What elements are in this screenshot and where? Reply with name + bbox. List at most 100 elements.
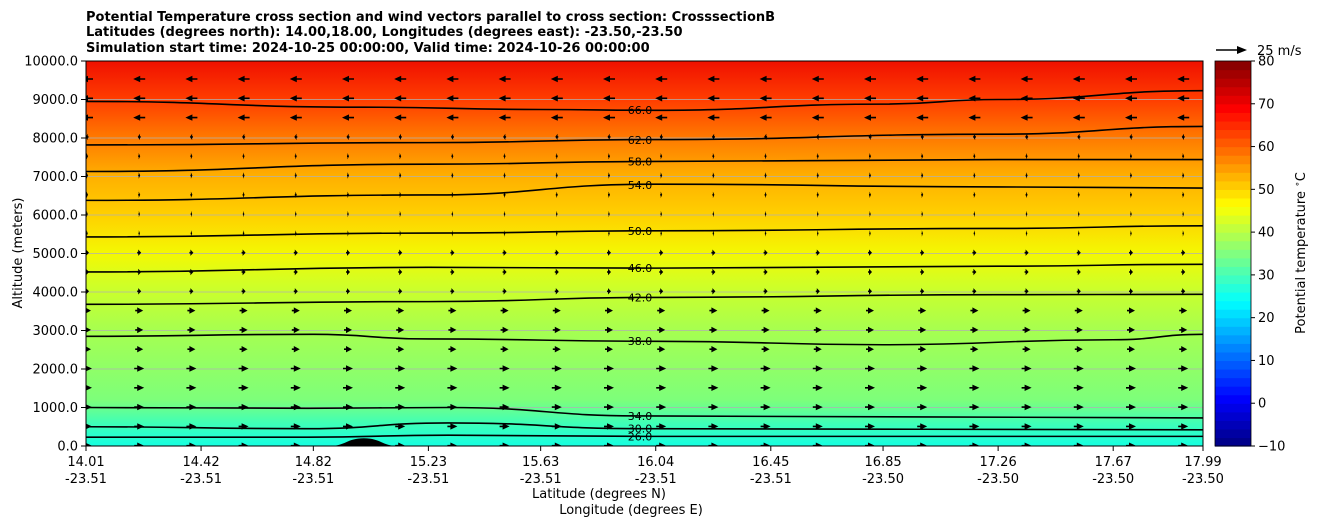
wind-vector <box>707 114 720 121</box>
wind-vector <box>815 268 820 276</box>
wind-vector <box>1076 288 1081 295</box>
colorbar-band <box>1215 86 1251 96</box>
x-axis-label-longitude: Longitude (degrees E) <box>559 503 703 518</box>
wind-vector <box>550 75 563 83</box>
wind-vector <box>1025 230 1028 237</box>
wind-vector <box>291 346 300 353</box>
wind-vector <box>555 133 559 141</box>
wind-vector <box>343 365 353 372</box>
wind-vector <box>1074 307 1083 314</box>
wind-vector <box>921 153 924 160</box>
wind-vector <box>970 307 979 314</box>
wind-key-arrowhead <box>1237 46 1247 54</box>
wind-vector <box>659 288 664 295</box>
colorbar-band <box>1215 309 1251 319</box>
wind-vector <box>1077 172 1080 179</box>
x-tick-label-lat: 14.82 <box>295 455 332 470</box>
wind-vector <box>764 153 767 160</box>
wind-vector <box>138 210 140 218</box>
wind-vector <box>293 268 298 276</box>
wind-vector <box>555 153 558 160</box>
contour-label: 42.0 <box>628 292 653 305</box>
wind-vector <box>1076 268 1081 276</box>
wind-vector <box>1025 153 1028 160</box>
wind-vector <box>399 153 402 160</box>
wind-vector <box>968 95 981 102</box>
contour-line <box>86 406 1203 419</box>
contour-line <box>86 434 1203 438</box>
wind-vector <box>605 307 613 314</box>
colorbar-label-unit: C <box>1294 172 1309 181</box>
wind-vector <box>448 346 457 353</box>
wind-vector <box>655 95 668 102</box>
contour-label: 38.0 <box>628 335 653 348</box>
wind-vector <box>864 95 876 102</box>
colorbar-band <box>1215 257 1251 267</box>
wind-vector <box>342 95 354 102</box>
colorbar-label: Potential temperature ∘C <box>1293 172 1309 334</box>
wind-vector <box>972 288 977 295</box>
wind-vector <box>556 210 558 218</box>
x-tick-label-lat: 17.99 <box>1184 455 1221 470</box>
wind-vector <box>242 133 246 141</box>
wind-vector <box>711 288 716 295</box>
wind-vector <box>344 326 352 334</box>
colorbar-tick-label: −10 <box>1258 440 1285 455</box>
wind-vector <box>605 326 613 334</box>
wind-vector <box>812 384 823 391</box>
title-line-1: Potential Temperature cross section and … <box>86 10 775 25</box>
wind-vector <box>1125 95 1137 102</box>
wind-vector <box>500 307 509 314</box>
x-tick-label-lon: -23.50 <box>1182 472 1224 487</box>
wind-vector <box>550 95 563 102</box>
wind-vector <box>812 442 823 446</box>
colorbar-band <box>1215 403 1251 413</box>
colorbar-band <box>1215 274 1251 285</box>
wind-vector <box>550 114 563 121</box>
wind-vector <box>760 442 771 446</box>
wind-vector <box>137 288 142 295</box>
wind-vector <box>239 307 248 314</box>
colorbar-label-text: Potential temperature <box>1294 187 1309 334</box>
wind-vector <box>1179 307 1188 314</box>
wind-vector <box>972 249 977 256</box>
wind-vector <box>290 384 301 391</box>
wind-vector <box>446 95 459 102</box>
colorbar-band <box>1215 240 1251 250</box>
wind-vector <box>450 288 455 295</box>
wind-vector <box>1177 95 1190 102</box>
wind-vector <box>660 172 663 179</box>
wind-vector <box>1126 423 1136 430</box>
wind-vector <box>916 114 929 121</box>
wind-vector <box>712 210 715 218</box>
wind-vector <box>1181 249 1186 256</box>
wind-vector <box>451 153 454 160</box>
wind-vector <box>1181 288 1186 295</box>
wind-vector <box>1073 403 1084 411</box>
wind-vector <box>659 268 664 276</box>
wind-vector <box>659 249 664 256</box>
contour-line <box>86 158 1203 173</box>
colorbar-band <box>1215 360 1251 370</box>
wind-vector <box>500 326 509 334</box>
wind-vector <box>657 326 666 334</box>
wind-vector <box>868 249 872 256</box>
wind-vector <box>344 307 352 314</box>
wind-vector <box>1182 153 1185 160</box>
wind-vector <box>499 423 510 430</box>
wind-vector <box>1130 153 1132 160</box>
wind-vector <box>86 95 93 102</box>
wind-vector <box>554 249 559 256</box>
wind-vector <box>498 75 511 83</box>
wind-vector <box>605 346 613 353</box>
wind-vector <box>346 268 350 276</box>
wind-vector <box>708 442 719 446</box>
y-tick-label: 6000.0 <box>33 209 79 224</box>
wind-vector <box>865 403 875 411</box>
wind-vector <box>968 114 981 121</box>
wind-vector <box>446 75 459 83</box>
wind-vector <box>1125 114 1137 121</box>
x-tick-label-lat: 17.26 <box>980 455 1017 470</box>
wind-vector <box>1024 288 1029 295</box>
plot-area: 26.030.034.0 38.0 42.0 46.0 50.0 54.0 58.0 62.0… <box>86 61 1203 446</box>
